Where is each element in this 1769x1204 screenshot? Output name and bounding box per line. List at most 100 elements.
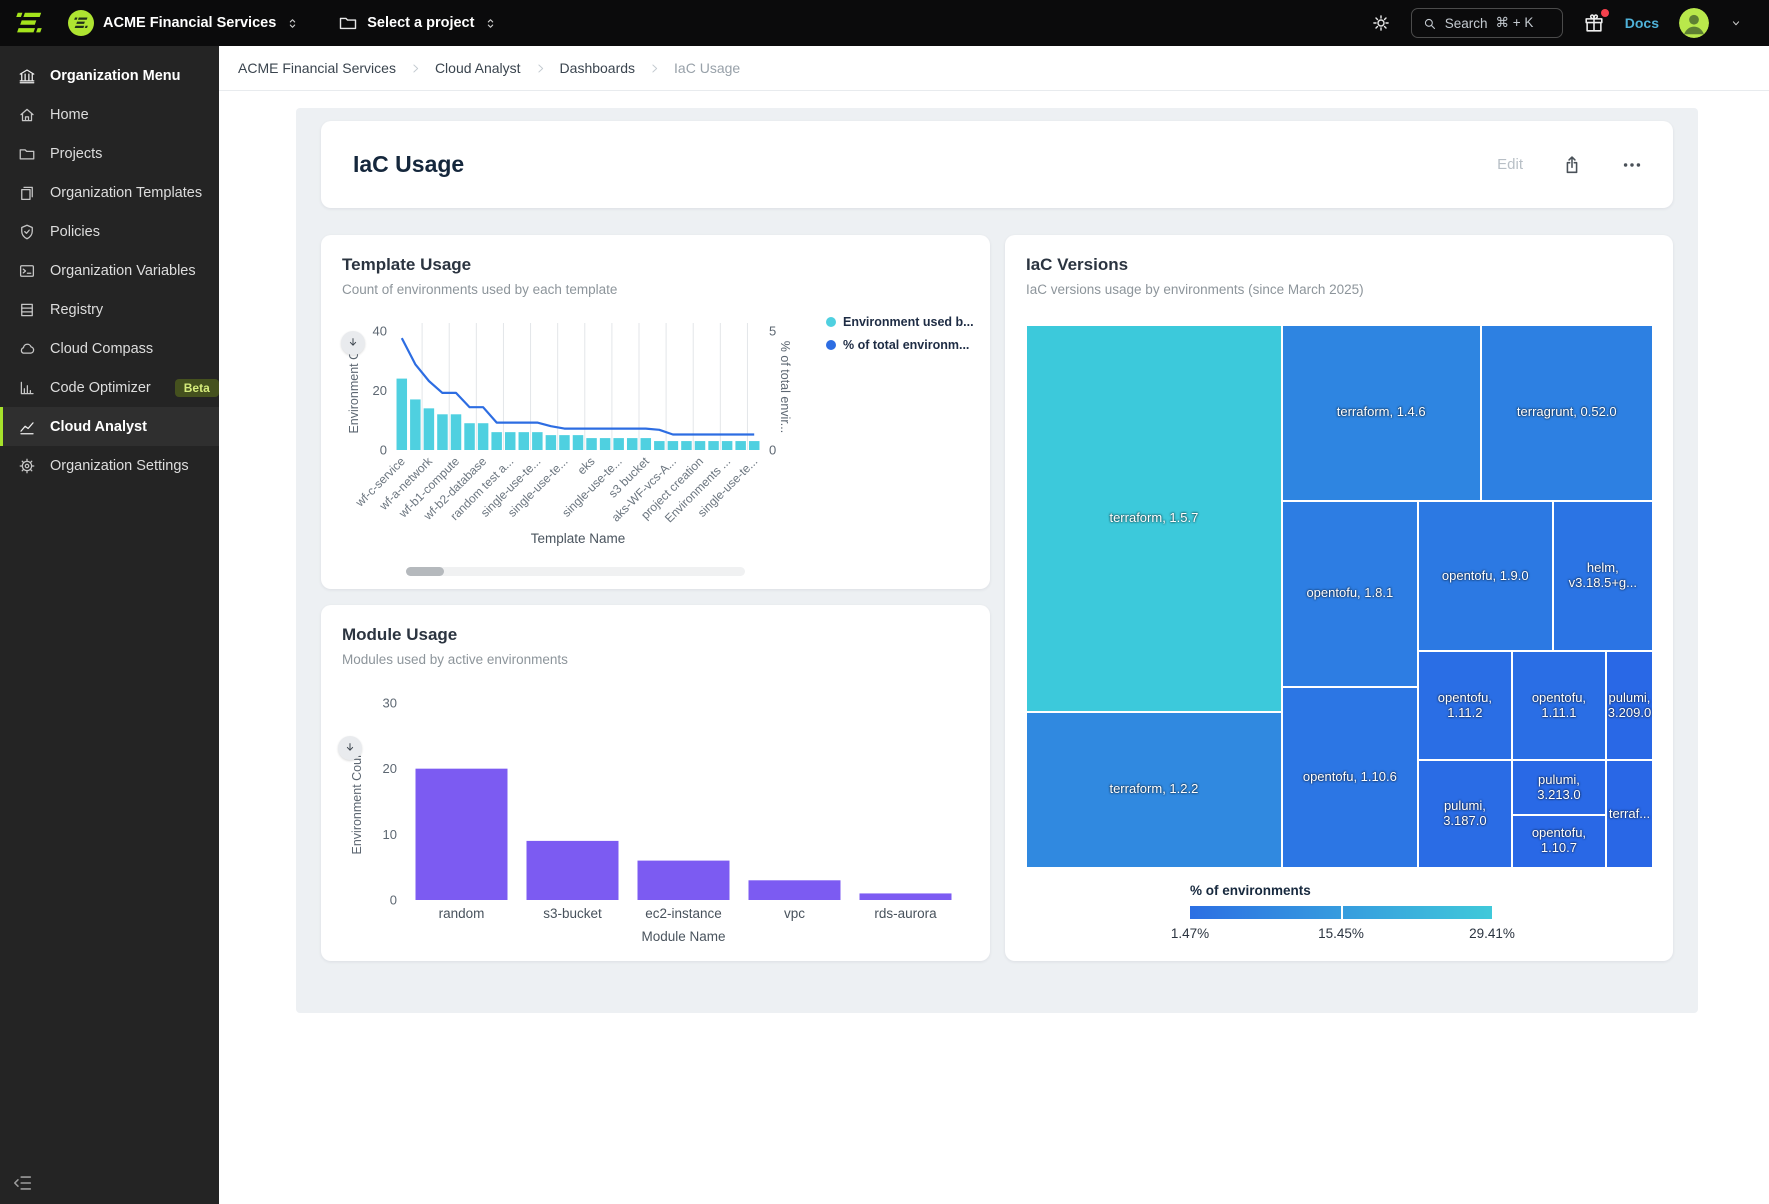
main-content: ACME Financial Services Cloud Analyst Dash… (219, 46, 1769, 1204)
legend-item-environments[interactable]: Environment used b... (826, 315, 974, 329)
sidebar-item-cloud-compass[interactable]: Cloud Compass (0, 329, 219, 368)
legend-item-percent[interactable]: % of total environm... (826, 338, 974, 352)
bar[interactable] (640, 438, 652, 450)
sidebar-item-home[interactable]: Home (0, 95, 219, 134)
sidebar-item-organization-variables[interactable]: Organization Variables (0, 251, 219, 290)
chart-horizontal-scrollbar[interactable] (406, 567, 745, 576)
sidebar-item-cloud-analyst[interactable]: Cloud Analyst (0, 407, 219, 446)
breadcrumb-item[interactable]: Cloud Analyst (434, 60, 521, 76)
bar[interactable] (748, 441, 760, 450)
sidebar-item-projects[interactable]: Projects (0, 134, 219, 173)
y-axis-title: Environment C... (347, 340, 361, 433)
project-selector-label: Select a project (367, 15, 475, 31)
bar[interactable] (859, 893, 952, 900)
bar[interactable] (748, 880, 841, 900)
treemap-tile-opentofu-1-11-2[interactable]: opentofu, 1.11.2 (1417, 651, 1512, 761)
bar[interactable] (572, 435, 584, 450)
sidebar-item-label: Organization Menu (50, 67, 181, 84)
bar[interactable] (423, 408, 435, 450)
bar[interactable] (654, 441, 665, 450)
bar[interactable] (586, 438, 597, 450)
env0-logo-icon[interactable] (14, 8, 44, 38)
search-input[interactable]: Search ⌘ + K (1410, 8, 1563, 38)
bar[interactable] (667, 441, 679, 450)
whats-new-button[interactable] (1583, 9, 1609, 34)
breadcrumb-item[interactable]: Dashboards (559, 60, 636, 76)
bar[interactable] (626, 438, 638, 450)
breadcrumb-item[interactable]: ACME Financial Services (238, 60, 396, 76)
treemap-tile-label: opentofu, 1.8.1 (1306, 585, 1394, 601)
card-subtitle: Modules used by active environments (342, 652, 568, 667)
card-subtitle: IaC versions usage by environments (sinc… (1026, 282, 1364, 297)
share-icon[interactable] (1561, 154, 1583, 176)
terminal-icon (18, 262, 36, 280)
bar[interactable] (518, 432, 530, 450)
bar[interactable] (477, 423, 489, 450)
treemap-tile-terraform-1-2-2[interactable]: terraform, 1.2.2 (1026, 711, 1282, 868)
treemap-tile-opentofu-1-8-1[interactable]: opentofu, 1.8.1 (1281, 500, 1418, 687)
module-usage-card: Module Usage Modules used by active envi… (321, 605, 990, 961)
chevron-down-icon[interactable] (1729, 16, 1743, 30)
scrollbar-thumb[interactable] (406, 567, 444, 576)
treemap-tile-terraform-1-4-6[interactable]: terraform, 1.4.6 (1281, 325, 1481, 501)
docs-link[interactable]: Docs (1624, 15, 1659, 31)
search-shortcut: ⌘ + K (1495, 15, 1534, 30)
legend-min-label: 1.47% (1170, 926, 1210, 941)
bar[interactable] (464, 423, 475, 450)
theme-toggle-sun-icon[interactable] (1371, 13, 1391, 33)
bar[interactable] (637, 860, 730, 900)
edit-button[interactable]: Edit (1497, 156, 1523, 173)
treemap-tile-terraf[interactable]: terraf... (1605, 760, 1653, 868)
more-options-icon[interactable] (1621, 154, 1643, 176)
download-chart-button[interactable] (338, 736, 362, 760)
treemap-tile-label: terragrunt, 0.52.0 (1516, 404, 1617, 420)
bar[interactable] (708, 441, 719, 450)
bar[interactable] (504, 432, 516, 450)
bar[interactable] (559, 435, 570, 450)
treemap-tile-helm-v3-18-5-g[interactable]: helm, v3.18.5+g... (1552, 500, 1653, 652)
collapse-sidebar-button[interactable] (12, 1172, 34, 1194)
bar[interactable] (681, 441, 692, 450)
bar[interactable] (613, 438, 624, 450)
bar[interactable] (415, 768, 508, 900)
treemap-tile-pulumi-3-213-0[interactable]: pulumi, 3.213.0 (1511, 760, 1606, 815)
treemap-tile-label: pulumi, 3.213.0 (1537, 771, 1581, 802)
sidebar-item-organization-settings[interactable]: Organization Settings (0, 446, 219, 485)
sidebar-item-code-optimizer[interactable]: Code Optimizer Beta (0, 368, 219, 407)
bar[interactable] (437, 414, 448, 450)
bar[interactable] (694, 441, 706, 450)
bar[interactable] (396, 378, 408, 450)
treemap-tile-pulumi-3-187-0[interactable]: pulumi, 3.187.0 (1417, 760, 1512, 868)
y-axis-tick: 30 (383, 696, 397, 711)
bar[interactable] (450, 414, 462, 450)
treemap-tile-opentofu-1-10-7[interactable]: opentofu, 1.10.7 (1511, 814, 1606, 868)
user-avatar[interactable] (1679, 8, 1709, 38)
sidebar-item-registry[interactable]: Registry (0, 290, 219, 329)
treemap-tile-opentofu-1-11-1[interactable]: opentofu, 1.11.1 (1511, 651, 1606, 761)
card-title: IaC Versions (1026, 255, 1129, 274)
treemap-tile-terraform-1-5-7[interactable]: terraform, 1.5.7 (1026, 325, 1282, 712)
y-axis-tick: 0 (380, 443, 387, 458)
bar[interactable] (545, 435, 557, 450)
sidebar-item-label: Organization Templates (50, 184, 203, 201)
sidebar-item-policies[interactable]: Policies (0, 212, 219, 251)
bar[interactable] (526, 840, 619, 900)
bar[interactable] (491, 432, 502, 450)
bar[interactable] (735, 441, 746, 450)
treemap-tile-terragrunt-0-52-0[interactable]: terragrunt, 0.52.0 (1480, 325, 1653, 501)
organization-selector[interactable]: ACME Financial Services (68, 10, 300, 36)
bar[interactable] (410, 399, 421, 450)
bar[interactable] (721, 441, 733, 450)
bar[interactable] (599, 438, 611, 450)
chevron-up-down-icon (285, 16, 300, 31)
sidebar-item-organization-templates[interactable]: Organization Templates (0, 173, 219, 212)
sidebar-item-label: Code Optimizer (50, 379, 151, 396)
treemap-tile-opentofu-1-10-6[interactable]: opentofu, 1.10.6 (1281, 686, 1418, 868)
treemap-tile-pulumi-3-209-0[interactable]: pulumi, 3.209.0 (1605, 651, 1653, 761)
bar-chart-icon (18, 379, 36, 397)
treemap-tile-opentofu-1-9-0[interactable]: opentofu, 1.9.0 (1417, 500, 1553, 652)
bar[interactable] (532, 432, 543, 450)
download-chart-button[interactable] (341, 331, 365, 355)
project-selector[interactable]: Select a project (338, 13, 498, 33)
breadcrumb: ACME Financial Services Cloud Analyst Dash… (238, 60, 740, 76)
